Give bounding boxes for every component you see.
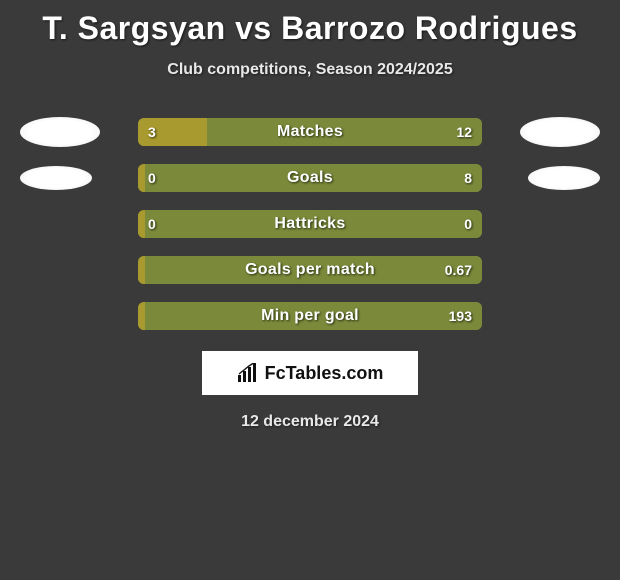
subtitle: Club competitions, Season 2024/2025 [0, 61, 620, 79]
bar-fill-right [145, 302, 482, 330]
value-left: 0 [148, 216, 156, 232]
bar-track: 0.67Goals per match [138, 256, 482, 284]
bar-fill-left [138, 210, 145, 238]
bar-chart-icon [237, 363, 259, 383]
stat-row: 312Matches [0, 109, 620, 155]
value-right: 0 [464, 216, 472, 232]
page-title: T. Sargsyan vs Barrozo Rodrigues [0, 0, 620, 47]
stat-label: Hattricks [138, 215, 482, 233]
brand-badge[interactable]: FcTables.com [202, 351, 418, 395]
comparison-chart: 312Matches 08Goals 0 0Hattricks 0.67Goals pe… [0, 109, 620, 339]
player1-avatar [20, 117, 100, 147]
player2-avatar [520, 117, 600, 147]
stat-row: 08Goals [0, 155, 620, 201]
bar-fill-left [138, 118, 207, 146]
bar-track: 0 0Hattricks [138, 210, 482, 238]
bar-fill-right [145, 256, 482, 284]
bar-fill-right [207, 118, 482, 146]
bar-track: 312Matches [138, 118, 482, 146]
date-label: 12 december 2024 [0, 413, 620, 431]
stat-row: 0 0Hattricks [0, 201, 620, 247]
stat-row: 0.67Goals per match [0, 247, 620, 293]
stat-row: 193Min per goal [0, 293, 620, 339]
bar-track: 08Goals [138, 164, 482, 192]
bar-fill-right [145, 164, 482, 192]
bar-fill-left [138, 256, 145, 284]
bar-fill-right [475, 210, 482, 238]
bar-fill-left [138, 164, 145, 192]
bar-fill-left [138, 302, 145, 330]
player2-avatar [528, 166, 600, 190]
bar-track: 193Min per goal [138, 302, 482, 330]
brand-text: FcTables.com [265, 363, 384, 384]
player1-avatar [20, 166, 92, 190]
